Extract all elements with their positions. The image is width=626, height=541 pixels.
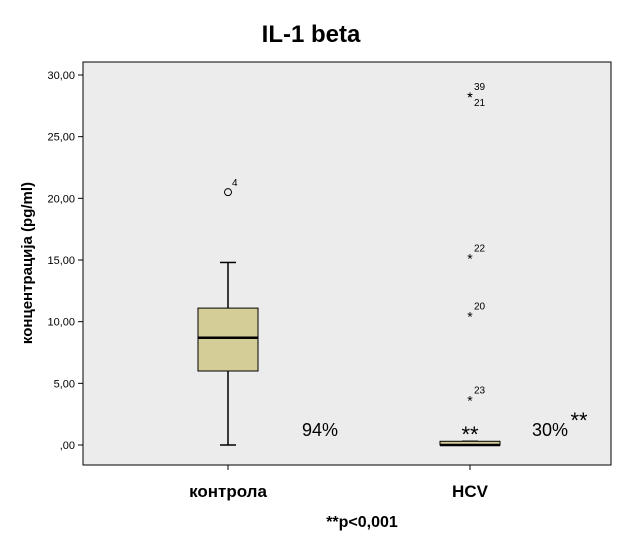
outlier-label: 23: [474, 385, 486, 396]
percentage-annotation: 30%: [532, 420, 568, 440]
extreme-point: *: [467, 392, 473, 408]
iqr-box: [197, 307, 259, 372]
outlier-label: 39: [474, 82, 486, 93]
extreme-point: *: [467, 89, 473, 105]
outlier-label: 21: [474, 98, 486, 109]
extreme-point: *: [467, 251, 473, 267]
y-axis-label: концентрација (pg/ml): [19, 182, 36, 344]
y-tick-label: 20,00: [47, 193, 75, 205]
significance-mark: **: [570, 408, 588, 433]
outlier-label: 4: [232, 178, 238, 189]
outlier-label: 20: [474, 302, 486, 313]
significance-mark: **: [461, 422, 479, 447]
extreme-point: *: [467, 89, 473, 105]
y-tick-label: 10,00: [47, 317, 75, 329]
y-tick-label: 25,00: [47, 132, 75, 144]
footnote: **p<0,001: [326, 514, 398, 531]
chart-title: IL-1 beta: [262, 21, 361, 48]
x-tick-label: HCV: [452, 482, 489, 501]
extreme-point: *: [467, 309, 473, 325]
x-tick-label: контрола: [189, 482, 267, 501]
x-axis: контрола HCV: [189, 465, 489, 501]
y-tick-label: 30,00: [47, 70, 75, 82]
plot-area: [82, 61, 612, 466]
outlier-point: [224, 188, 232, 197]
y-axis: ,00 5,00 10,00 15,00 20,00 25,00 30,00: [47, 70, 83, 452]
y-tick-label: 15,00: [47, 255, 75, 267]
outlier-label: 22: [474, 244, 486, 255]
percentage-annotation: 94%: [302, 420, 338, 440]
y-tick-label: 5,00: [54, 378, 75, 390]
y-tick-label: ,00: [60, 440, 75, 452]
